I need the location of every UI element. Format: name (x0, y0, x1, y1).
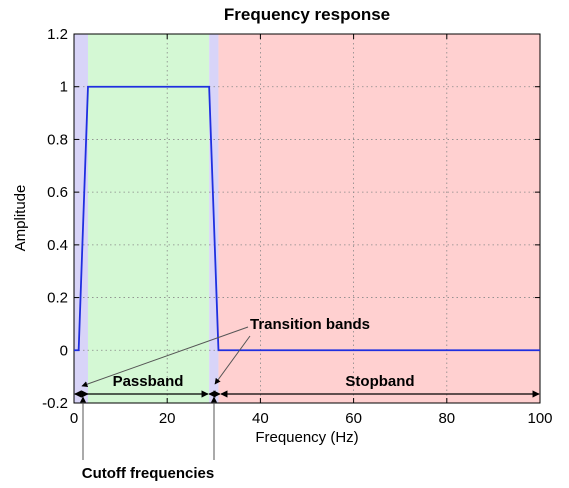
stopband-label: Stopband (345, 373, 414, 390)
x-tick-label-5: 100 (527, 410, 552, 427)
y-tick-label-0: -0.2 (42, 395, 68, 412)
y-ticks: -0.2 0 0.2 0.4 0.6 0.8 1 1.2 (42, 26, 540, 412)
x-tick-label-2: 40 (252, 410, 269, 427)
passband-label: Passband (113, 373, 184, 390)
band-regions (74, 34, 540, 403)
y-tick-label-2: 0.2 (47, 290, 68, 307)
y-tick-label-6: 1 (60, 79, 68, 96)
band-region-4 (218, 34, 540, 403)
band-region-2 (87, 34, 210, 403)
y-tick-label-7: 1.2 (47, 26, 68, 43)
y-axis-label: Amplitude (12, 185, 29, 252)
y-tick-label-1: 0 (60, 342, 68, 359)
y-tick-label-5: 0.8 (47, 131, 68, 148)
x-tick-label-4: 80 (438, 410, 455, 427)
plot-frame (73, 33, 541, 404)
series-group (74, 85, 540, 352)
band-annotations: Passband Stopband Transition bands Cutof… (74, 316, 540, 482)
x-ticks: 0 20 40 60 80 100 (70, 34, 553, 427)
x-tick-label-0: 0 (70, 410, 78, 427)
transition-pointer-left (81, 326, 249, 388)
x-tick-label-1: 20 (159, 410, 176, 427)
series-line-0 (74, 85, 540, 352)
x-axis-label: Frequency (Hz) (255, 429, 358, 446)
y-tick-label-4: 0.6 (47, 184, 68, 201)
chart-title: Frequency response (224, 5, 390, 24)
transition-bands-label: Transition bands (250, 316, 370, 333)
cutoff-frequencies-label: Cutoff frequencies (82, 465, 215, 482)
transition-pointer-right (214, 335, 251, 385)
y-tick-label-3: 0.4 (47, 237, 68, 254)
band-region-1 (74, 34, 88, 403)
x-tick-label-3: 60 (345, 410, 362, 427)
